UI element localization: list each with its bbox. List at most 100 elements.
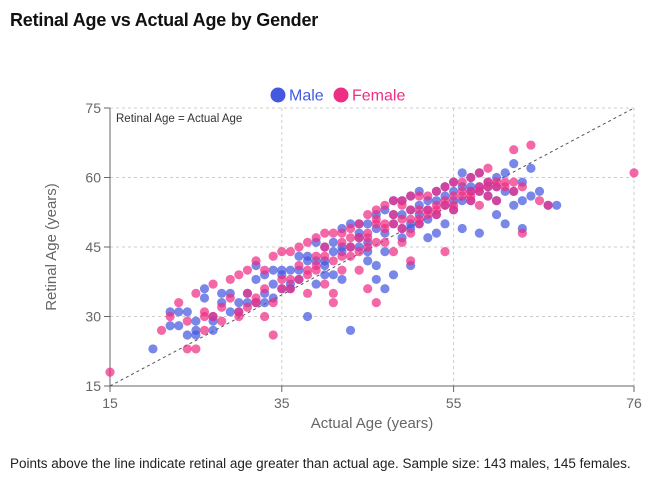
male-data-point — [302, 251, 313, 261]
female-data-point — [320, 279, 330, 289]
female-data-point — [371, 237, 381, 247]
female-data-point — [517, 228, 527, 238]
x-tick-label: 35 — [274, 395, 290, 411]
female-data-point — [406, 256, 416, 266]
female-data-point — [431, 209, 442, 220]
female-data-point — [217, 316, 227, 326]
male-data-point — [509, 159, 519, 169]
female-data-point — [345, 223, 356, 234]
female-data-point — [354, 265, 364, 275]
female-data-point — [406, 228, 416, 238]
male-data-point — [388, 270, 399, 280]
male-data-point — [440, 219, 450, 229]
female-data-point — [440, 182, 450, 192]
female-data-point — [371, 219, 381, 229]
female-data-point — [363, 242, 373, 252]
female-data-point — [285, 274, 295, 285]
male-data-point — [552, 200, 562, 210]
female-data-point — [337, 251, 347, 261]
female-data-point — [380, 200, 390, 210]
female-data-point — [311, 260, 321, 271]
x-tick-label: 76 — [626, 395, 642, 411]
female-data-point — [328, 288, 338, 298]
female-data-point — [466, 196, 476, 206]
female-data-point — [277, 247, 287, 257]
male-data-point — [294, 251, 304, 261]
male-data-point — [328, 270, 338, 280]
female-data-point — [277, 274, 287, 285]
female-data-point — [268, 298, 278, 308]
y-axis-label: Retinal Age (years) — [43, 183, 60, 311]
female-data-point — [500, 182, 510, 192]
female-data-point — [431, 186, 442, 196]
female-data-point — [251, 256, 261, 266]
female-data-point — [474, 186, 484, 196]
female-data-point — [268, 251, 278, 261]
female-data-point — [302, 237, 313, 247]
male-data-point — [363, 256, 373, 266]
female-data-point — [397, 223, 407, 234]
male-data-point — [457, 168, 467, 178]
female-data-point — [397, 200, 407, 210]
female-data-point — [466, 172, 476, 183]
y-tick-label: 15 — [85, 378, 101, 394]
male-data-point — [225, 307, 235, 317]
chart-caption: Points above the line indicate retinal a… — [10, 456, 631, 471]
male-data-point — [345, 325, 356, 335]
female-data-point — [466, 186, 476, 196]
male-data-point — [311, 279, 321, 289]
female-data-point — [191, 288, 201, 298]
legend[interactable]: Male Female — [270, 87, 406, 105]
x-axis-label: Actual Age (years) — [311, 415, 434, 432]
female-data-point — [277, 284, 287, 294]
male-data-point — [174, 307, 184, 317]
chart-title: Retinal Age vs Actual Age by Gender — [10, 10, 319, 30]
legend-item-male[interactable]: Male — [270, 87, 324, 105]
female-data-point — [509, 177, 519, 187]
female-data-point — [328, 228, 338, 238]
female-data-point — [268, 330, 278, 340]
female-data-point — [474, 168, 484, 178]
female-data-point — [208, 279, 218, 289]
female-data-point — [509, 186, 519, 196]
female-data-point — [354, 233, 364, 243]
male-data-point — [285, 265, 295, 275]
reference-line-label: Retinal Age = Actual Age — [116, 113, 242, 125]
male-data-point — [423, 233, 433, 243]
female-data-point — [388, 219, 399, 229]
female-data-point — [199, 311, 210, 322]
male-data-point — [148, 344, 158, 354]
female-data-point — [208, 311, 218, 322]
female-data-point — [320, 242, 330, 252]
y-tick-label: 75 — [85, 100, 101, 116]
female-data-point — [526, 140, 536, 150]
female-data-point — [165, 311, 175, 322]
female-data-point — [397, 237, 407, 247]
female-data-point — [199, 325, 210, 335]
female-data-point — [182, 344, 192, 354]
female-data-point — [337, 265, 347, 275]
female-data-point — [251, 298, 261, 308]
female-data-point — [337, 228, 347, 238]
chart-area: 15 30 45 60 75 15 35 55 76 Retinal Age = Actual … — [0, 78, 657, 438]
female-data-point — [543, 200, 553, 210]
female-data-point — [380, 237, 390, 247]
female-data-point — [534, 196, 545, 206]
female-data-point — [311, 251, 321, 261]
female-data-point — [311, 233, 321, 243]
female-data-point — [242, 265, 253, 275]
female-data-point — [225, 274, 235, 285]
legend-item-female[interactable]: Female — [333, 87, 406, 105]
male-data-point — [328, 237, 338, 247]
male-data-point — [380, 284, 390, 294]
legend-label: Male — [289, 88, 324, 105]
female-data-point — [414, 205, 424, 215]
male-data-point — [302, 311, 313, 322]
y-tick-label: 45 — [85, 239, 101, 255]
x-tick-label: 55 — [446, 395, 462, 411]
female-data-point — [234, 311, 244, 322]
male-data-point — [191, 316, 201, 326]
scatter-chart: 15 30 45 60 75 15 35 55 76 Retinal Age = Actual … — [43, 87, 642, 432]
legend-marker-icon — [333, 87, 349, 103]
female-data-point — [345, 242, 356, 252]
